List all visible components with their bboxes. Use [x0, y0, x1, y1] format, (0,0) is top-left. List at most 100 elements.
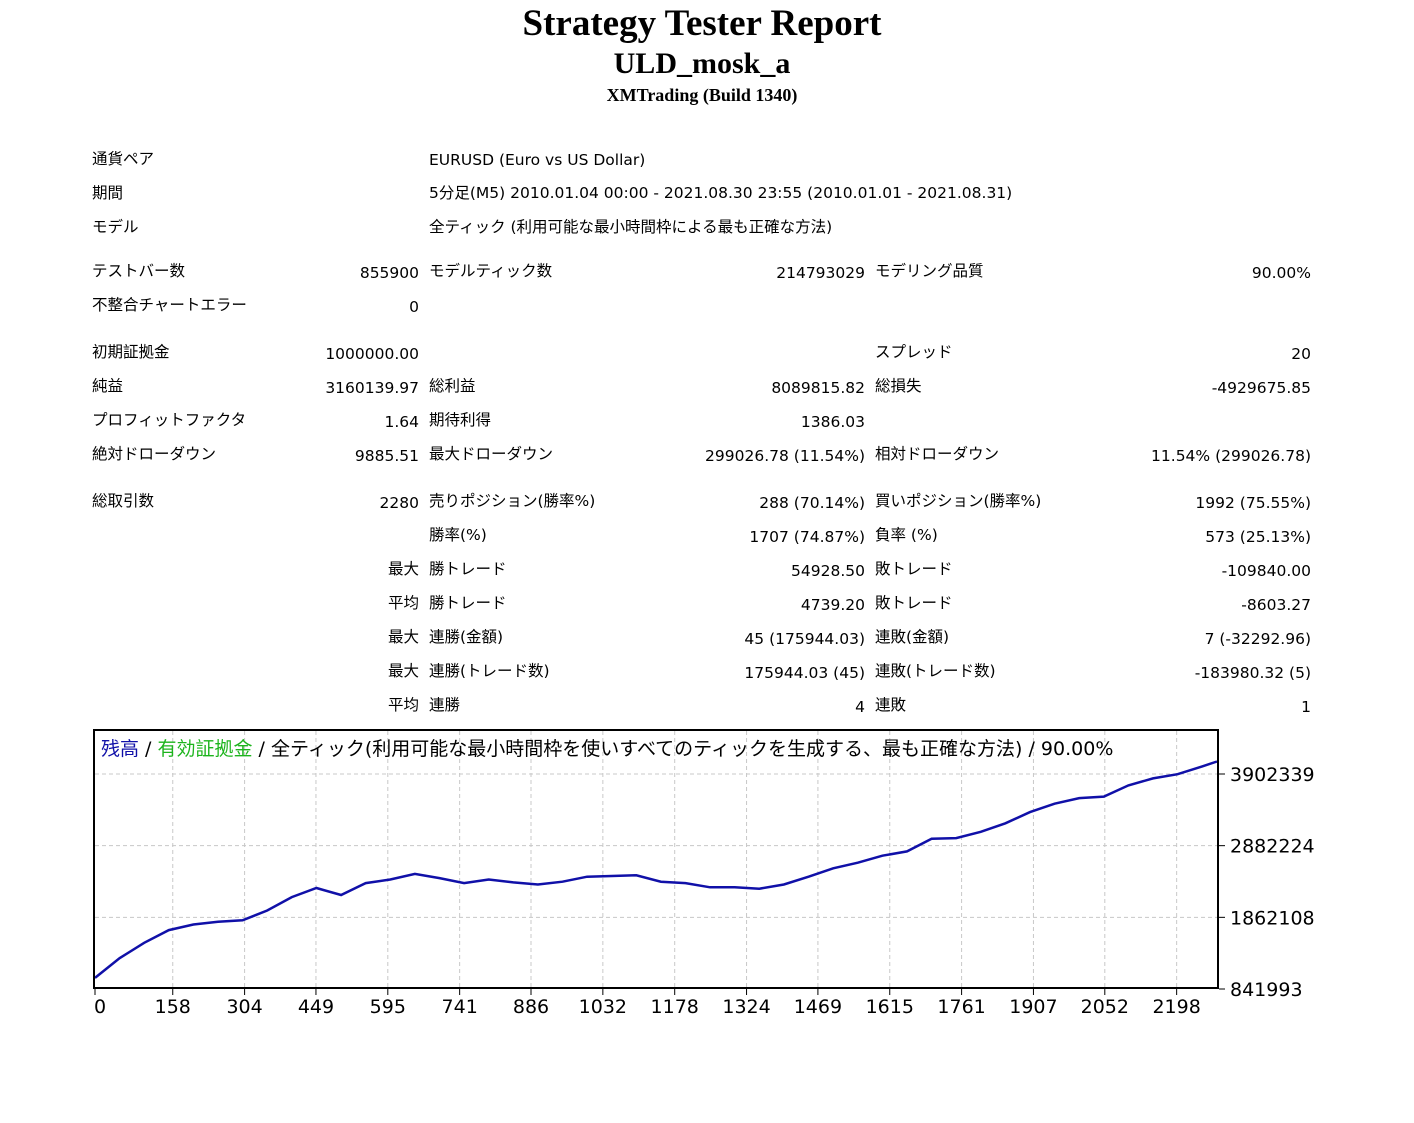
- short-label: 売りポジション(勝率%): [429, 492, 596, 510]
- loss-rate-value: 573 (25.13%): [1205, 528, 1311, 546]
- spread-label: スプレッド: [875, 343, 953, 361]
- x-axis-ticks: 0 158 304 449 595 741 886 1032 1178 1324 1469 1615 1…: [94, 989, 1201, 1018]
- y-tick-label: 1862108: [1230, 907, 1315, 929]
- pair-label: 通貨ペア: [92, 150, 155, 168]
- x-tick-label: 741: [442, 996, 478, 1018]
- x-tick-label: 2052: [1081, 996, 1129, 1018]
- net-value: 3160139.97: [325, 379, 419, 397]
- ea-name: ULD_mosk_a: [613, 47, 791, 80]
- max-win-value: 54928.50: [791, 562, 865, 580]
- x-tick-label: 1032: [579, 996, 627, 1018]
- rel-dd-label: 相対ドローダウン: [875, 445, 1000, 463]
- chart-legend: 残高 / 有効証拠金 / 全ティック(利用可能な最小時間枠を使いすべてのティック…: [101, 736, 1113, 762]
- consec-wins-count-label: 連勝(トレード数): [429, 662, 550, 680]
- legend-balance: 残高: [101, 738, 140, 760]
- period-label: 期間: [92, 184, 124, 202]
- legend-description: / 全ティック(利用可能な最小時間枠を使いすべてのティックを生成する、最も正確な…: [252, 738, 1114, 760]
- deposit-value: 1000000.00: [325, 345, 419, 363]
- avg-loss-label: 敗トレード: [875, 594, 953, 612]
- x-tick-label: 1761: [937, 996, 985, 1018]
- avg-loss-value: -8603.27: [1241, 596, 1311, 614]
- short-value: 288 (70.14%): [759, 494, 865, 512]
- max-prefix-3: 最大: [387, 662, 419, 680]
- x-tick-label: 1178: [651, 996, 699, 1018]
- gross-profit-label: 総利益: [429, 377, 476, 395]
- consec-losses-money-label: 連敗(金額): [875, 628, 950, 646]
- y-tick-label: 3902339: [1230, 764, 1315, 786]
- legend-sep: /: [139, 738, 158, 760]
- x-tick-label: 0: [94, 996, 106, 1018]
- spread-value: 20: [1291, 345, 1311, 363]
- y-axis-ticks: 3902339 2882224 1862108 841993: [1219, 764, 1315, 1001]
- max-dd-label: 最大ドローダウン: [429, 445, 554, 463]
- loss-rate-label: 負率 (%): [875, 526, 938, 544]
- consec-wins-money-value: 45 (175944.03): [744, 630, 865, 648]
- gross-loss-value: -4929675.85: [1211, 379, 1311, 397]
- avg-win-label: 勝トレード: [429, 594, 507, 612]
- consec-losses-money-value: 7 (-32292.96): [1204, 630, 1311, 648]
- broker-build: XMTrading (Build 1340): [606, 85, 798, 105]
- rel-dd-value: 11.54% (299026.78): [1151, 447, 1311, 465]
- x-tick-label: 449: [298, 996, 334, 1018]
- x-tick-label: 1907: [1009, 996, 1057, 1018]
- x-tick-label: 1615: [866, 996, 914, 1018]
- chart-frame: [93, 729, 1219, 989]
- abs-dd-label: 絶対ドローダウン: [92, 445, 217, 463]
- model-label: モデル: [92, 218, 139, 236]
- ticks-label: モデルティック数: [429, 262, 553, 280]
- expected-label: 期待利得: [429, 411, 492, 429]
- y-tick-label: 841993: [1230, 979, 1303, 1001]
- bars-label: テストバー数: [92, 262, 186, 280]
- legend-equity: 有効証拠金: [157, 738, 253, 760]
- deposit-label: 初期証拠金: [92, 343, 170, 361]
- x-tick-label: 158: [155, 996, 191, 1018]
- avg-consec-losses-label: 連敗: [875, 696, 907, 714]
- consec-wins-money-label: 連勝(金額): [429, 628, 504, 646]
- win-rate-value: 1707 (74.87%): [749, 528, 865, 546]
- max-prefix: 最大: [387, 560, 419, 578]
- x-tick-label: 886: [513, 996, 549, 1018]
- chart-grid: [95, 731, 1217, 987]
- avg-prefix-2: 平均: [387, 696, 419, 714]
- period-value: 5分足(M5) 2010.01.04 00:00 - 2021.08.30 23…: [429, 184, 1013, 202]
- gross-loss-label: 総損失: [875, 377, 922, 395]
- expected-value: 1386.03: [800, 413, 865, 431]
- x-tick-label: 595: [370, 996, 406, 1018]
- y-tick-label: 2882224: [1230, 836, 1315, 858]
- avg-win-value: 4739.20: [800, 596, 865, 614]
- consec-wins-count-value: 175944.03 (45): [744, 664, 865, 682]
- max-dd-value: 299026.78 (11.54%): [705, 447, 865, 465]
- max-prefix-2: 最大: [387, 628, 419, 646]
- abs-dd-value: 9885.51: [354, 447, 419, 465]
- balance-line: [94, 760, 1218, 979]
- max-loss-value: -109840.00: [1221, 562, 1311, 580]
- net-label: 純益: [92, 377, 124, 395]
- x-tick-label: 304: [226, 996, 262, 1018]
- x-tick-label: 2198: [1152, 996, 1200, 1018]
- ticks-value: 214793029: [776, 264, 865, 282]
- pf-value: 1.64: [384, 413, 419, 431]
- pair-value: EURUSD (Euro vs US Dollar): [429, 151, 646, 169]
- report-title: Strategy Tester Report: [522, 3, 882, 44]
- win-rate-label: 勝率(%): [429, 526, 487, 544]
- quality-value: 90.00%: [1251, 264, 1311, 282]
- quality-label: モデリング品質: [875, 262, 984, 280]
- total-trades-value: 2280: [379, 494, 419, 512]
- avg-consec-losses-value: 1: [1301, 698, 1311, 716]
- consec-losses-count-value: -183980.32 (5): [1194, 664, 1311, 682]
- bars-value: 855900: [359, 264, 419, 282]
- x-tick-label: 1324: [722, 996, 770, 1018]
- mismatch-value: 0: [409, 298, 419, 316]
- consec-losses-count-label: 連敗(トレード数): [875, 662, 996, 680]
- avg-prefix: 平均: [387, 594, 419, 612]
- gross-profit-value: 8089815.82: [771, 379, 865, 397]
- max-win-label: 勝トレード: [429, 560, 507, 578]
- model-value: 全ティック (利用可能な最小時間枠による最も正確な方法): [429, 218, 833, 236]
- max-loss-label: 敗トレード: [875, 560, 953, 578]
- long-value: 1992 (75.55%): [1195, 494, 1311, 512]
- avg-consec-wins-value: 4: [855, 698, 865, 716]
- mismatch-label: 不整合チャートエラー: [92, 296, 247, 314]
- x-tick-label: 1469: [794, 996, 842, 1018]
- total-trades-label: 総取引数: [92, 492, 155, 510]
